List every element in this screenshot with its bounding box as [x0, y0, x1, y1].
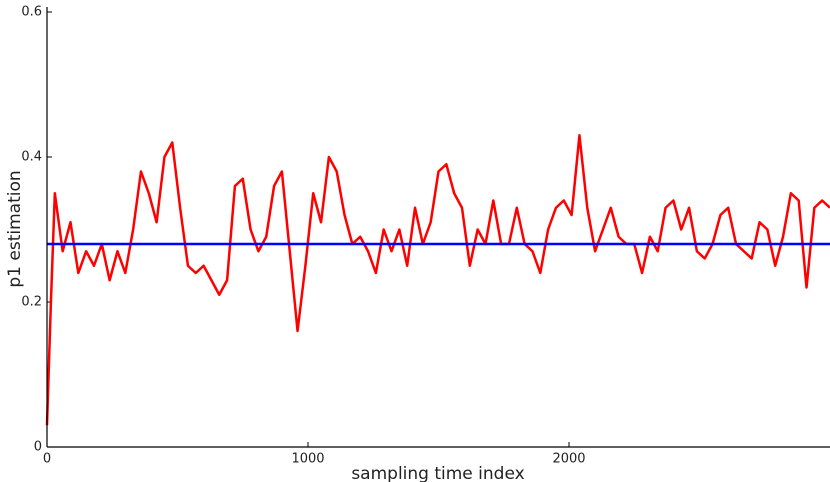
x-tick-label: 1000: [291, 452, 324, 467]
y-tick-label: 0.4: [21, 150, 42, 165]
data-line: [45, 134, 830, 426]
x-axis-label: sampling time index: [351, 464, 524, 482]
y-tick-label: 0.6: [21, 5, 42, 20]
y-tick-label: 0: [34, 440, 42, 455]
y-axis-label: p1 estimation: [5, 170, 25, 287]
x-tick-label: 0: [43, 452, 51, 467]
x-tick-label: 2000: [552, 452, 585, 467]
y-tick-label: 0.2: [21, 295, 42, 310]
